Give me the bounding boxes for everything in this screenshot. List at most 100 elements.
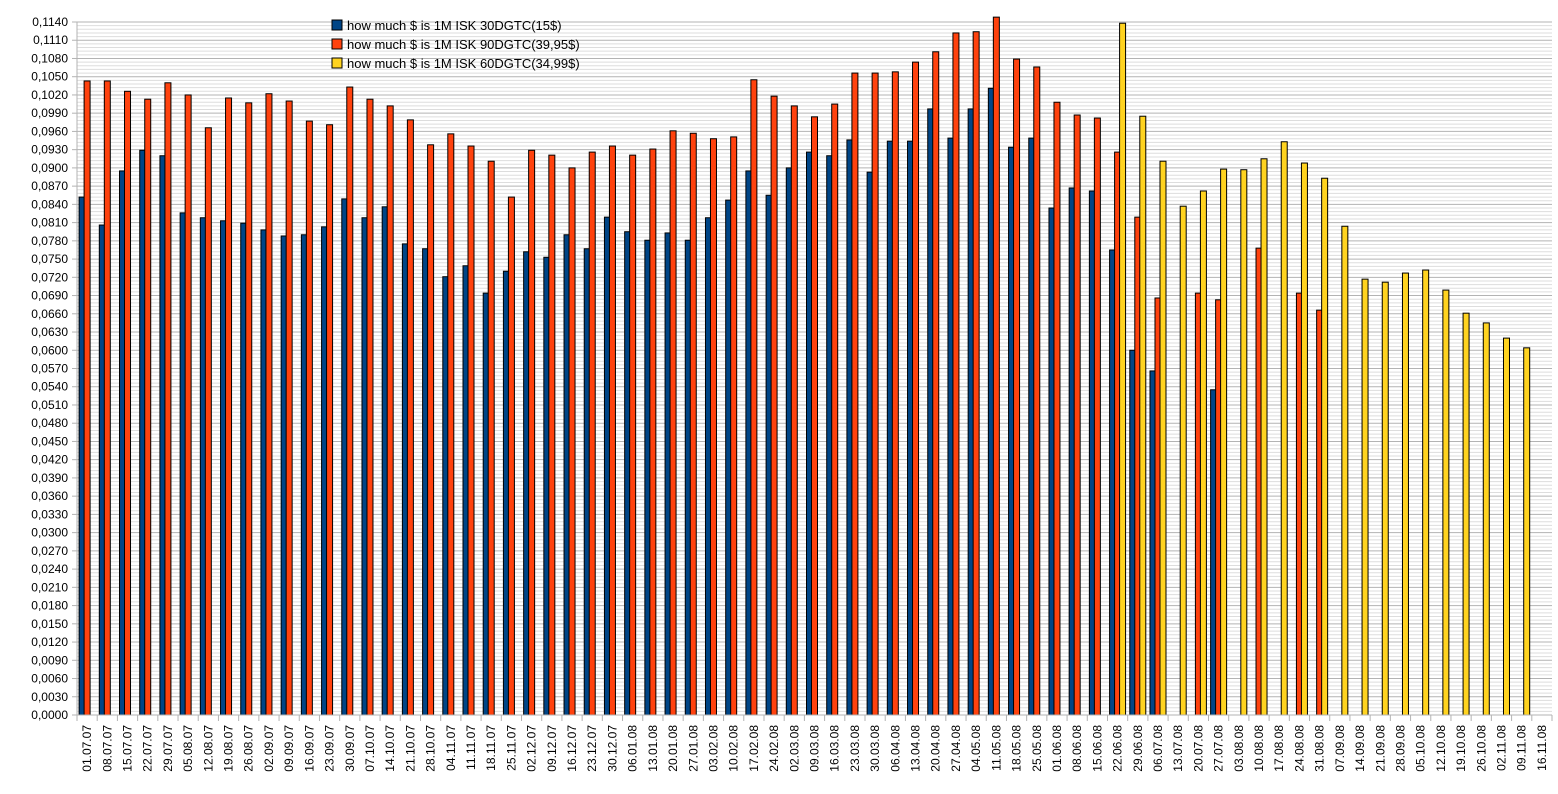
y-tick-label: 0,0840: [31, 197, 68, 211]
x-tick-label: 14.09.08: [1353, 725, 1367, 772]
x-tick-label: 23.09.07: [323, 725, 337, 772]
bar-2: [1033, 66, 1041, 716]
bar-2: [709, 138, 717, 716]
x-tick-label: 13.04.08: [909, 725, 923, 772]
bar-3: [1179, 205, 1187, 716]
y-tick-label: 0,0600: [31, 343, 68, 357]
y-tick-label: 0,0420: [31, 453, 68, 467]
bar-2: [144, 98, 152, 716]
bar-3: [1300, 162, 1308, 716]
bar-2: [406, 119, 414, 716]
y-tick-label: 0,0660: [31, 307, 68, 321]
bar-2: [952, 32, 960, 716]
bar-3: [1442, 289, 1450, 716]
bar-2: [811, 116, 818, 716]
bar-2: [245, 102, 253, 716]
x-tick-label: 29.07.07: [161, 725, 175, 772]
bar-2: [730, 136, 738, 716]
bar-3: [1523, 347, 1531, 716]
bar-2: [447, 133, 455, 716]
bar-2: [669, 130, 677, 716]
x-tick-label: 23.03.08: [848, 725, 862, 772]
bar-3: [1341, 225, 1349, 716]
y-tick-label: 0,0210: [31, 580, 68, 594]
bar-3: [1199, 190, 1207, 716]
x-tick-label: 02.12.07: [525, 725, 539, 772]
x-tick-label: 06.01.08: [626, 725, 640, 772]
bar-2: [588, 151, 596, 716]
bar-2: [285, 100, 293, 716]
x-tick-label: 11.11.07: [464, 725, 478, 770]
y-tick-label: 0,0180: [31, 599, 68, 613]
x-tick-label: 19.10.08: [1454, 725, 1468, 772]
bar-3: [1119, 22, 1127, 716]
x-tick-label: 06.04.08: [888, 725, 902, 772]
bar-2: [204, 127, 212, 716]
y-tick-label: 0,0720: [31, 270, 68, 284]
x-tick-label: 31.08.08: [1313, 725, 1327, 772]
x-tick-label: 15.06.08: [1090, 725, 1104, 772]
x-tick-label: 09.11.08: [1515, 725, 1529, 771]
x-tick-label: 20.04.08: [929, 725, 943, 772]
y-tick-label: 0,0870: [31, 179, 68, 193]
x-tick-label: 13.01.08: [646, 725, 660, 772]
bar-2: [326, 124, 334, 716]
x-tick-label: 04.11.07: [444, 725, 458, 771]
x-tick-label: 01.06.08: [1050, 725, 1064, 772]
y-tick-label: 0,0630: [31, 325, 68, 339]
y-tick-label: 0,1050: [31, 70, 68, 84]
x-tick-label: 27.07.08: [1212, 725, 1226, 772]
bar-2: [851, 72, 859, 716]
y-tick-label: 0,1080: [31, 51, 68, 65]
x-tick-label: 01.07.07: [80, 725, 94, 772]
x-tick-label: 02.03.08: [787, 725, 801, 772]
x-tick-label: 27.01.08: [686, 725, 700, 772]
y-tick-label: 0,1020: [31, 88, 68, 102]
bar-2: [1073, 114, 1081, 716]
legend-swatch: [331, 19, 343, 31]
bar-2: [528, 149, 536, 716]
y-tick-label: 0,0480: [31, 416, 68, 430]
y-tick-label: 0,0750: [31, 252, 68, 266]
bar-2: [608, 145, 616, 716]
bar-2: [831, 103, 839, 716]
x-tick-label: 26.08.07: [242, 725, 256, 772]
x-tick-label: 30.09.07: [343, 725, 357, 772]
y-tick-label: 0,1140: [32, 15, 68, 29]
x-tick-label: 02.09.07: [262, 725, 276, 772]
bar-2: [770, 95, 778, 716]
y-tick-label: 0,0150: [31, 617, 68, 631]
x-tick-label: 21.10.07: [403, 725, 417, 772]
bar-2: [932, 51, 940, 716]
x-tick-label: 11.05.08: [989, 725, 1003, 771]
x-tick-label: 07.09.08: [1333, 725, 1347, 772]
x-tick-label: 10.02.08: [727, 725, 741, 772]
legend: how much $ is 1M ISK 30DGTC(15$) how much…: [331, 18, 580, 71]
x-tick-label: 10.08.08: [1252, 725, 1266, 772]
bar-2: [649, 148, 657, 716]
legend-label: how much $ is 1M ISK 60DGTC(34,99$): [347, 56, 580, 71]
legend-label: how much $ is 1M ISK 90DGTC(39,95$): [347, 37, 580, 52]
bar-3: [1381, 281, 1389, 716]
bar-2: [225, 97, 233, 716]
bar-3: [1321, 177, 1329, 716]
x-tick-label: 12.08.07: [201, 725, 215, 772]
bar-2: [305, 120, 313, 716]
x-tick-label: 28.10.07: [424, 725, 438, 772]
bar-2: [467, 145, 475, 716]
bar-3: [1422, 269, 1430, 716]
bar-2: [346, 86, 354, 716]
bar-2: [507, 196, 515, 716]
x-tick-label: 21.09.08: [1373, 725, 1387, 772]
bar-3: [1159, 160, 1167, 716]
bar-2: [548, 154, 556, 716]
x-tick-label: 30.12.07: [605, 725, 619, 772]
y-tick-label: 0,0270: [31, 544, 68, 558]
y-tick-label: 0,1110: [33, 33, 68, 47]
x-tick-label: 15.07.07: [121, 725, 135, 772]
x-tick-label: 06.07.08: [1151, 725, 1165, 772]
bar-2: [629, 154, 637, 716]
x-tick-label: 30.03.08: [868, 725, 882, 772]
y-tick-label: 0,0780: [31, 234, 68, 248]
